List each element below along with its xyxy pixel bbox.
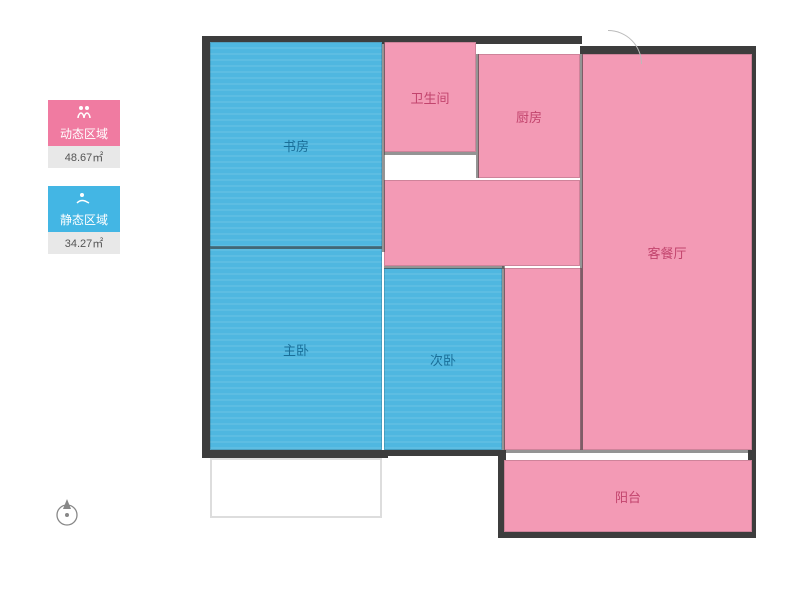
inner-wall bbox=[580, 54, 583, 450]
floor-plan: 书房主卧次卧 卫生间厨房客餐厅阳台 bbox=[188, 30, 763, 570]
legend-dynamic-value: 48.67㎡ bbox=[48, 146, 120, 168]
legend: 动态区域 48.67㎡ 静态区域 34.27㎡ bbox=[48, 100, 120, 272]
inner-wall bbox=[502, 266, 505, 450]
room-label-study: 书房 bbox=[283, 136, 309, 155]
room-label-balcony: 阳台 bbox=[615, 487, 641, 506]
wall bbox=[202, 36, 210, 456]
room-balcony: 阳台 bbox=[504, 460, 752, 532]
room-master: 主卧 bbox=[210, 248, 382, 450]
legend-dynamic: 动态区域 48.67㎡ bbox=[48, 100, 120, 168]
legend-static-title: 静态区域 bbox=[48, 211, 120, 228]
room-living: 客餐厅 bbox=[582, 54, 752, 450]
inner-wall bbox=[382, 42, 385, 252]
inner-wall bbox=[210, 246, 382, 249]
room-corridor bbox=[384, 180, 580, 266]
legend-static-head: 静态区域 bbox=[48, 186, 120, 232]
legend-static: 静态区域 34.27㎡ bbox=[48, 186, 120, 254]
room-label-master: 主卧 bbox=[283, 340, 309, 359]
legend-dynamic-title: 动态区域 bbox=[48, 125, 120, 142]
room-kitchen: 厨房 bbox=[478, 54, 580, 178]
room-label-secondary: 次卧 bbox=[430, 350, 456, 369]
door-arc bbox=[608, 30, 642, 64]
room-study: 书房 bbox=[210, 42, 382, 248]
inner-wall bbox=[476, 54, 479, 178]
wall bbox=[202, 450, 388, 458]
compass-icon bbox=[50, 495, 84, 529]
room-label-bath: 卫生间 bbox=[410, 88, 449, 107]
room-label-kitchen: 厨房 bbox=[516, 107, 542, 126]
inner-wall bbox=[384, 152, 476, 155]
room-label-living: 客餐厅 bbox=[647, 243, 686, 262]
room-living2 bbox=[504, 268, 582, 450]
legend-dynamic-head: 动态区域 bbox=[48, 100, 120, 146]
wall bbox=[380, 450, 506, 456]
inner-wall bbox=[384, 266, 504, 269]
inner-wall bbox=[504, 450, 752, 453]
legend-static-value: 34.27㎡ bbox=[48, 232, 120, 254]
balcony-left bbox=[210, 458, 382, 518]
room-bath: 卫生间 bbox=[384, 42, 476, 152]
wall bbox=[580, 46, 756, 54]
people-icon bbox=[48, 105, 120, 123]
room-secondary: 次卧 bbox=[384, 268, 502, 450]
rest-icon bbox=[48, 191, 120, 209]
